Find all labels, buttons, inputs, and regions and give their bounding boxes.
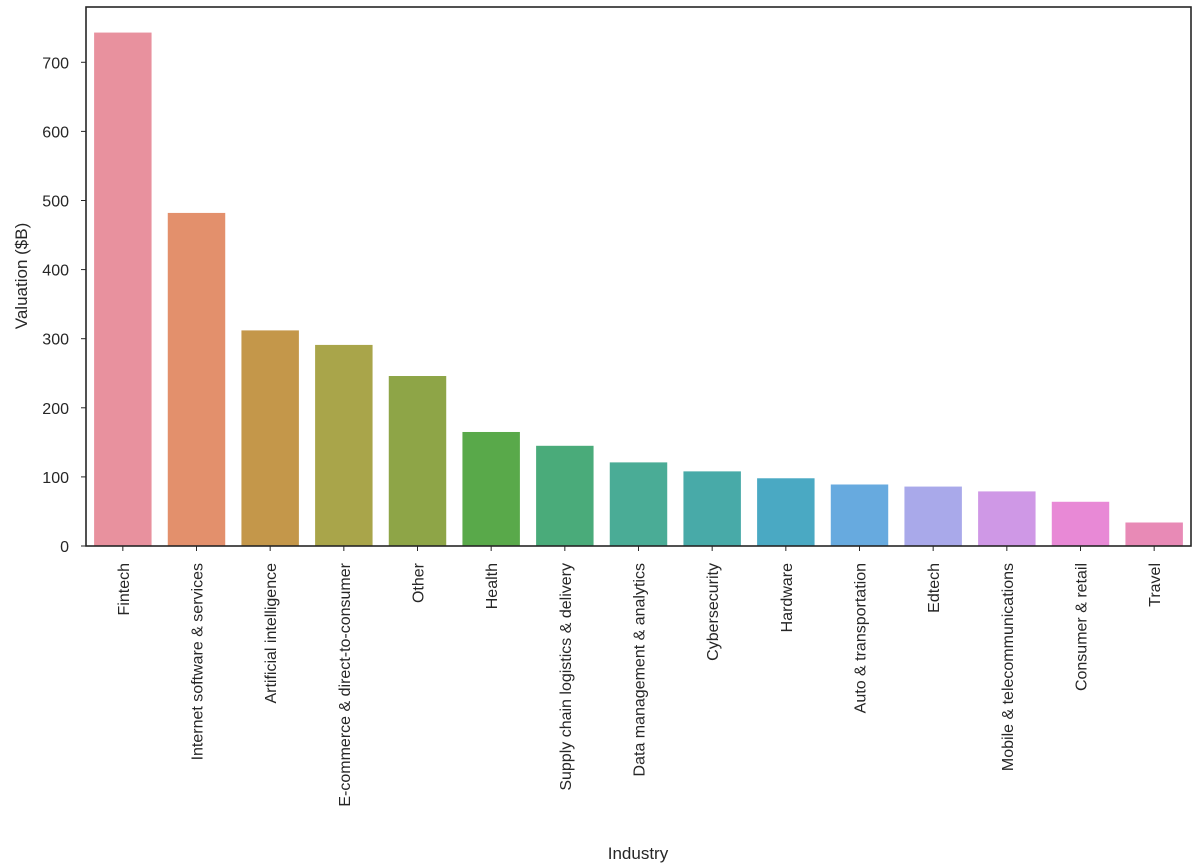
y-axis-title: Valuation ($B)	[12, 223, 31, 329]
x-tick-label: Internet software & services	[190, 563, 207, 760]
x-tick-label: Data management & analytics	[632, 563, 649, 776]
bar-5	[462, 431, 520, 546]
x-tick-label: Other	[411, 562, 428, 603]
x-tick-label: Mobile & telecommunications	[1000, 563, 1017, 771]
x-tick-label: Fintech	[116, 563, 133, 615]
x-tick-label: Edtech	[926, 563, 943, 613]
bar-2	[241, 330, 299, 546]
x-tick-label: Artificial intelligence	[263, 563, 280, 704]
y-axis-ticks: 0 100 200 300 400 500 600 700	[42, 55, 86, 556]
y-tick-label: 600	[42, 124, 69, 141]
x-tick-label: Hardware	[779, 563, 796, 632]
y-tick-label: 0	[60, 539, 69, 556]
bars-group	[94, 32, 1183, 547]
plot-frame	[85, 6, 1192, 547]
y-tick-label: 200	[42, 401, 69, 418]
bar-9	[757, 478, 815, 546]
bar-6	[536, 445, 594, 546]
y-tick-label: 500	[42, 193, 69, 210]
bar-4	[388, 376, 447, 546]
x-tick-label: Travel	[1147, 563, 1164, 607]
bar-14	[1125, 522, 1183, 546]
bar-10	[830, 484, 889, 546]
x-tick-label: Health	[484, 563, 501, 609]
y-tick-label: 100	[42, 470, 69, 487]
bar-1	[167, 212, 226, 546]
y-tick-label: 400	[42, 263, 69, 280]
x-axis-title: Industry	[608, 844, 669, 863]
bar-8	[683, 471, 741, 546]
y-tick-label: 700	[42, 55, 69, 72]
bar-12	[978, 491, 1036, 546]
bar-13	[1051, 501, 1110, 546]
y-tick-label: 300	[42, 332, 69, 349]
x-tick-label: Consumer & retail	[1074, 563, 1091, 691]
x-tick-label: Supply chain logistics & delivery	[558, 563, 575, 791]
x-tick-label: Cybersecurity	[705, 563, 722, 661]
bar-0	[94, 32, 152, 547]
x-axis-ticks: Fintech Internet software & services Artif…	[116, 546, 1164, 807]
x-tick-label: Auto & transportation	[853, 563, 870, 713]
bar-3	[315, 344, 373, 546]
bar-11	[904, 486, 962, 546]
bar-7	[609, 462, 668, 546]
x-tick-label: E-commerce & direct-to-consumer	[337, 562, 354, 806]
